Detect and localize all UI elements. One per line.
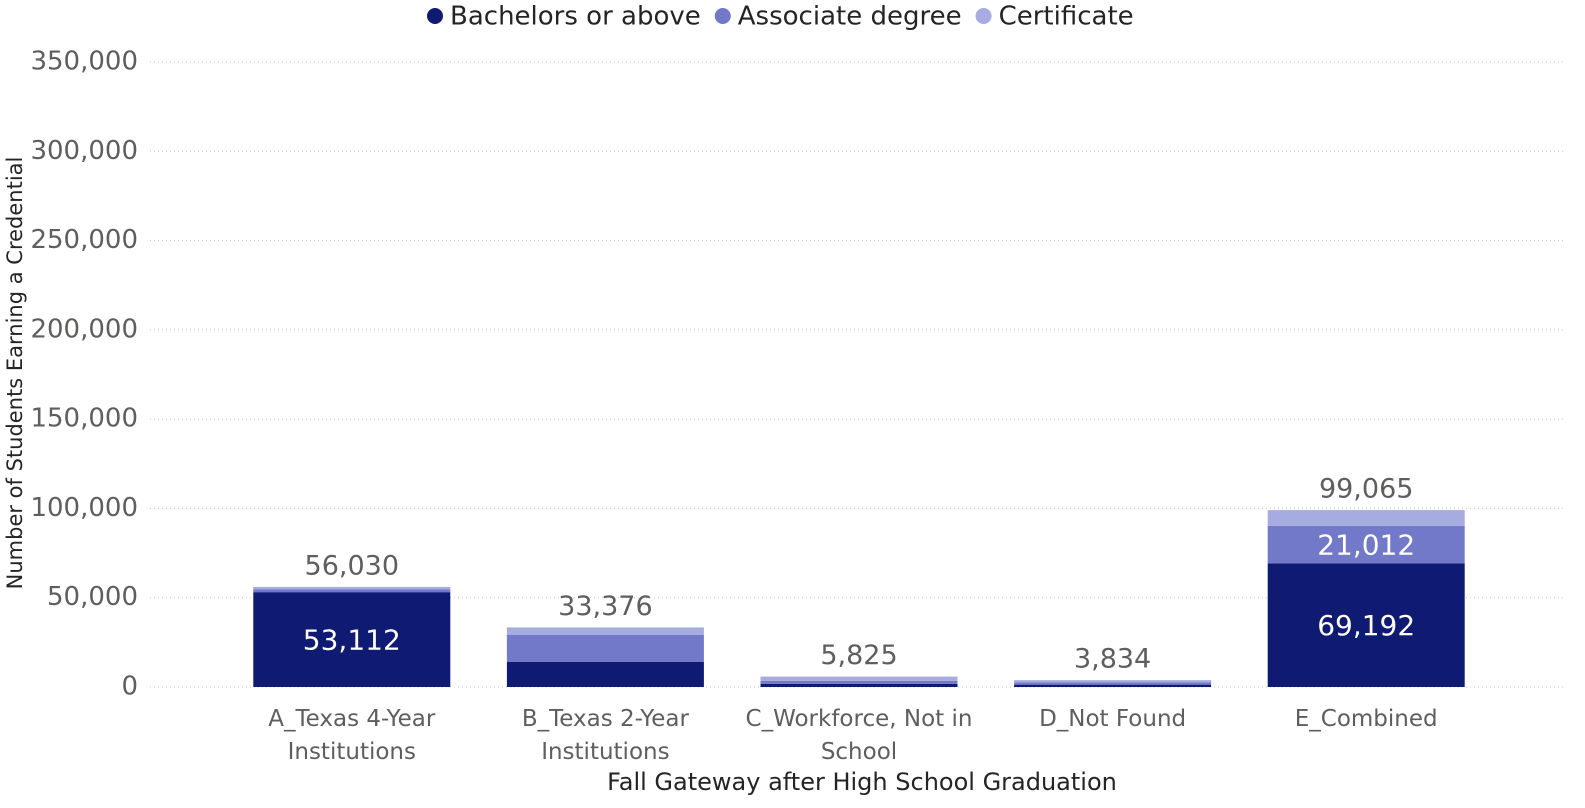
x-tick-label: D_Not Found xyxy=(1039,706,1187,732)
bar-segment xyxy=(506,662,704,687)
data-label: 53,112 xyxy=(303,624,401,657)
x-tick-label: A_Texas 4-Year Institutions xyxy=(268,706,436,765)
total-label: 99,065 xyxy=(1319,474,1413,505)
legend-label: Associate degree xyxy=(738,2,962,32)
y-tick-label: 300,000 xyxy=(30,136,138,166)
bar-segment xyxy=(760,676,958,681)
bar-segment xyxy=(253,586,451,590)
bar-segment xyxy=(506,635,704,662)
y-tick-label: 50,000 xyxy=(47,582,138,612)
y-tick-label: 200,000 xyxy=(30,314,138,344)
bar-segment xyxy=(506,627,704,635)
legend-marker xyxy=(975,8,992,24)
y-tick-label: 350,000 xyxy=(30,47,138,77)
legend-marker xyxy=(427,8,443,24)
bar-segment xyxy=(1014,680,1212,683)
x-tick-label: B_Texas 2-Year Institutions xyxy=(521,706,689,765)
legend-label: Bachelors or above xyxy=(450,2,701,32)
y-axis-label: Number of Students Earning a Credential xyxy=(3,157,27,590)
bar-segment xyxy=(760,680,958,684)
bar-segment xyxy=(253,592,451,687)
total-label: 5,825 xyxy=(820,640,897,671)
total-label: 56,030 xyxy=(305,550,399,581)
bar-segment xyxy=(1267,563,1465,687)
bar-segment xyxy=(1267,510,1465,526)
bar-segment xyxy=(1014,682,1212,685)
data-label: 21,012 xyxy=(1317,529,1415,562)
x-tick-label: C_Workforce, Not in School xyxy=(745,706,973,765)
total-label: 3,834 xyxy=(1074,644,1151,675)
legend-marker xyxy=(714,8,731,24)
bar-segment xyxy=(760,683,958,687)
y-tick-label: 0 xyxy=(121,672,138,702)
bar-segment xyxy=(1014,684,1212,687)
x-axis-label: Fall Gateway after High School Graduatio… xyxy=(607,768,1117,796)
bar-segment xyxy=(1267,525,1465,564)
bar-segment xyxy=(253,589,451,593)
data-label: 69,192 xyxy=(1317,609,1415,642)
y-tick-label: 100,000 xyxy=(30,493,138,523)
total-label: 33,376 xyxy=(558,591,652,622)
legend-label: Certificate xyxy=(999,2,1134,32)
x-tick-label: E_Combined xyxy=(1294,706,1438,732)
y-tick-label: 150,000 xyxy=(30,404,138,434)
y-tick-label: 250,000 xyxy=(30,225,138,255)
